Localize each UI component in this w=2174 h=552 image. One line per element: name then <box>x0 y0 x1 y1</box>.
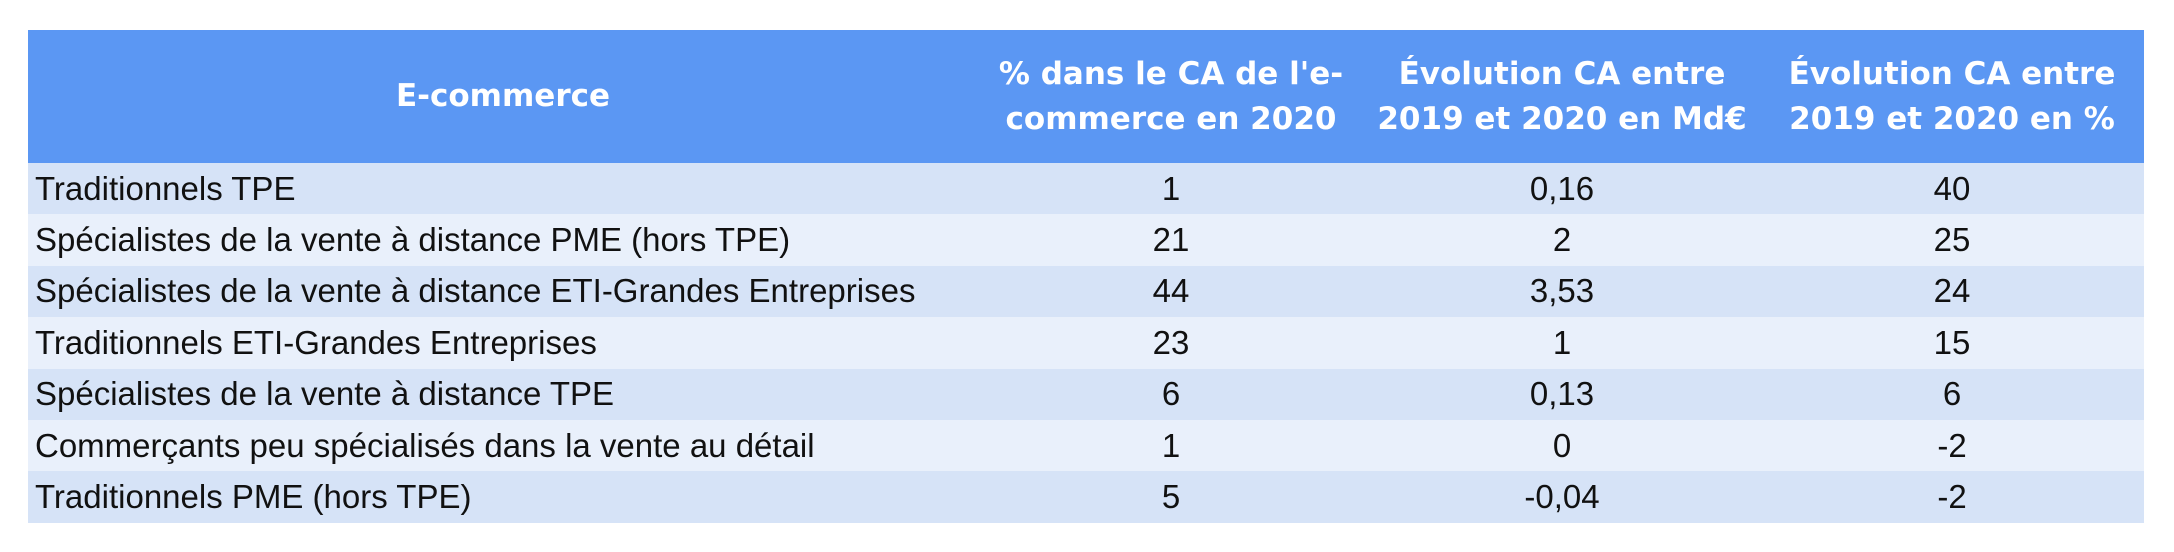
cell-segment: Traditionnels ETI-Grandes Entreprises <box>35 323 597 361</box>
cell-share: 6 <box>1161 375 1181 413</box>
column-header-segment: E-commerce <box>395 78 611 114</box>
cell-evolution-md: 0,16 <box>1529 169 1595 207</box>
cell-evolution-md: 3,53 <box>1529 272 1595 310</box>
cell-segment: Spécialistes de la vente à distance TPE <box>35 375 615 413</box>
cell-evolution-pct: 24 <box>1933 272 1971 310</box>
cell-evolution-pct: -2 <box>1937 478 1967 516</box>
cell-evolution-pct: 40 <box>1933 169 1971 207</box>
cell-share: 21 <box>1152 221 1190 259</box>
column-header-share: % dans le CA de l'e-commerce en 2020 <box>998 55 1344 137</box>
cell-segment: Spécialistes de la vente à distance PME … <box>35 221 791 259</box>
cell-evolution-md: 1 <box>1552 323 1572 361</box>
cell-evolution-md: 0 <box>1552 426 1572 464</box>
table-header-row: E-commerce % dans le CA de l'e-commerce e… <box>28 30 2144 163</box>
cell-evolution-pct: -2 <box>1937 426 1967 464</box>
cell-evolution-pct: 25 <box>1933 221 1971 259</box>
table-row: Commerçants peu spécialisés dans la vent… <box>28 419 2144 472</box>
table-row: Traditionnels ETI-Grandes Entreprises 23 1… <box>28 317 2144 369</box>
column-header-evolution-pct: Évolution CA entre 2019 et 2020 en % <box>1788 55 2116 137</box>
table-row: Spécialistes de la vente à distance ETI-… <box>28 265 2144 318</box>
table-body: Traditionnels TPE 1 0,16 40 Spécialistes de … <box>28 163 2144 523</box>
table-row: Traditionnels PME (hors TPE) 5 -0,04 -2 <box>28 471 2144 523</box>
cell-share: 44 <box>1152 272 1190 310</box>
cell-segment: Traditionnels PME (hors TPE) <box>35 478 472 516</box>
table-container: E-commerce % dans le CA de l'e-commerce e… <box>28 30 2144 523</box>
cell-segment: Traditionnels TPE <box>35 169 296 207</box>
cell-evolution-pct: 15 <box>1933 323 1971 361</box>
cell-share: 1 <box>1161 169 1181 207</box>
cell-evolution-md: -0,04 <box>1524 478 1600 516</box>
table-row: Spécialistes de la vente à distance TPE 6… <box>28 368 2144 420</box>
cell-share: 5 <box>1161 478 1181 516</box>
cell-segment: Commerçants peu spécialisés dans la vent… <box>35 426 815 464</box>
cell-evolution-md: 0,13 <box>1529 375 1595 413</box>
column-header-evolution-md: Évolution CA entre 2019 et 2020 en Md€ <box>1377 55 1747 137</box>
cell-segment: Spécialistes de la vente à distance ETI-… <box>35 272 916 310</box>
table-row: Traditionnels TPE 1 0,16 40 <box>28 163 2144 215</box>
cell-share: 23 <box>1152 323 1190 361</box>
cell-share: 1 <box>1161 426 1181 464</box>
ecommerce-table: E-commerce % dans le CA de l'e-commerce e… <box>28 30 2144 523</box>
table-row: Spécialistes de la vente à distance PME … <box>28 214 2144 266</box>
cell-evolution-pct: 6 <box>1942 375 1962 413</box>
cell-evolution-md: 2 <box>1552 221 1572 259</box>
